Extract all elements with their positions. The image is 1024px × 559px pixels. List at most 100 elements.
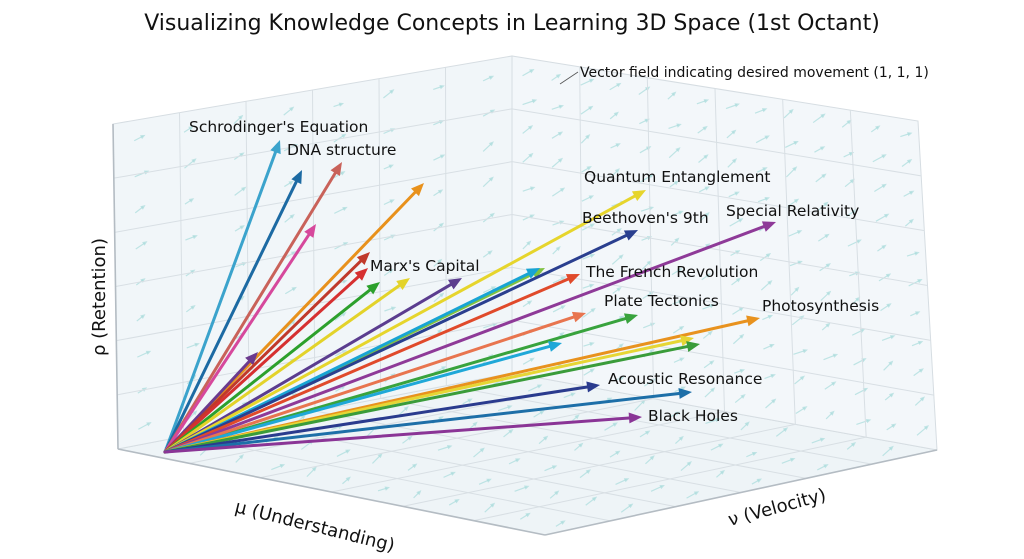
field-arrow <box>136 314 146 322</box>
vector-shaft <box>163 171 337 454</box>
field-arrow <box>609 450 621 458</box>
field-arrow <box>727 158 737 168</box>
field-arrow <box>433 366 447 374</box>
field-arrow <box>609 82 622 91</box>
concept-vector <box>163 170 302 454</box>
vector-shaft <box>163 344 551 454</box>
axes-layer <box>112 123 938 536</box>
field-arrow <box>377 486 390 492</box>
field-arrow <box>672 299 684 305</box>
field-arrow <box>433 292 445 303</box>
field-arrow <box>811 437 826 444</box>
vector-shaft <box>163 277 570 454</box>
field-arrow <box>285 319 296 330</box>
field-arrow <box>184 158 197 169</box>
vector-shaft <box>163 233 311 454</box>
vector-arrowhead <box>746 315 760 327</box>
field-arrow <box>284 286 297 295</box>
concept-vector <box>163 252 370 454</box>
field-arrow <box>186 342 200 349</box>
concept-vector <box>163 311 586 454</box>
field-arrow <box>781 457 796 464</box>
field-arrow <box>615 478 630 485</box>
field-arrow <box>135 241 148 250</box>
field-arrow <box>484 502 496 513</box>
field-arrow <box>583 368 596 376</box>
chart-title: Visualizing Knowledge Concepts in Learni… <box>144 11 880 36</box>
field-arrow <box>755 135 770 144</box>
field-arrow <box>904 218 914 227</box>
field-arrow <box>551 131 564 139</box>
field-arrow <box>383 199 395 206</box>
field-arrow <box>551 73 562 81</box>
vector-arrowhead <box>291 170 302 185</box>
concept-label: Schrodinger's Equation <box>189 118 368 136</box>
vector-shaft <box>163 284 401 454</box>
field-arrow <box>821 322 831 331</box>
field-arrow <box>552 305 566 313</box>
field-arrow <box>580 134 591 144</box>
vector-shaft <box>163 288 372 454</box>
concept-vector <box>163 341 700 454</box>
field-arrow <box>671 268 683 276</box>
field-arrow <box>579 469 592 479</box>
field-arrow <box>503 428 514 438</box>
field-arrow <box>497 405 513 412</box>
field-arrow <box>816 201 829 212</box>
field-arrow <box>582 307 596 318</box>
field-arrow <box>482 176 494 188</box>
concept-vector <box>163 268 368 454</box>
field-arrow <box>552 276 566 284</box>
concept-label: Quantum Entanglement <box>584 168 771 186</box>
field-arrow <box>433 189 444 197</box>
field-arrow <box>716 469 725 478</box>
field-arrow <box>675 435 684 444</box>
vector-arrowhead <box>623 230 638 241</box>
field-arrow <box>482 250 493 258</box>
vector-arrowhead <box>245 352 258 366</box>
field-arrow <box>184 198 195 205</box>
field-arrow <box>740 421 750 431</box>
labels-layer: Schrodinger's Equation DNA structure Marx'… <box>189 118 879 425</box>
field-arrow <box>872 154 887 163</box>
field-arrow <box>900 132 913 138</box>
field-arrow <box>544 465 558 472</box>
field-annotation: Vector field indicating desired movement… <box>580 65 929 81</box>
field-arrow <box>699 212 710 222</box>
field-arrow <box>610 168 620 178</box>
concept-label: Plate Tectonics <box>604 292 719 310</box>
field-arrow <box>726 129 737 139</box>
field-arrow <box>482 212 495 223</box>
field-arrow <box>728 191 740 198</box>
field-arrow <box>384 306 397 312</box>
field-arrow <box>522 152 534 163</box>
field-arrow <box>609 111 619 120</box>
field-arrow <box>911 340 924 347</box>
field-arrow <box>522 300 533 308</box>
concept-vector <box>163 221 776 454</box>
field-arrow <box>519 512 531 520</box>
field-arrow <box>522 240 532 250</box>
field-arrow <box>555 520 566 527</box>
concept-vector <box>163 230 638 454</box>
field-arrow <box>794 375 806 385</box>
field-arrow <box>906 251 920 257</box>
field-arrow <box>788 230 803 237</box>
concept-vector <box>163 190 646 454</box>
field-arrow <box>812 113 826 124</box>
vector-arrowhead <box>623 313 638 324</box>
vector-shaft <box>163 150 278 454</box>
field-arrow <box>448 499 460 506</box>
concept-label: Black Holes <box>648 407 738 425</box>
field-arrow <box>823 353 839 361</box>
vector-shaft <box>163 225 766 454</box>
field-arrow <box>549 490 560 499</box>
field-arrow <box>581 166 592 173</box>
field-arrow <box>763 344 775 350</box>
field-arrow <box>793 349 808 355</box>
vector-shaft <box>163 180 298 454</box>
field-arrow <box>528 384 543 392</box>
field-arrow <box>734 368 746 374</box>
field-arrow <box>672 325 685 334</box>
field-arrow <box>134 204 146 214</box>
